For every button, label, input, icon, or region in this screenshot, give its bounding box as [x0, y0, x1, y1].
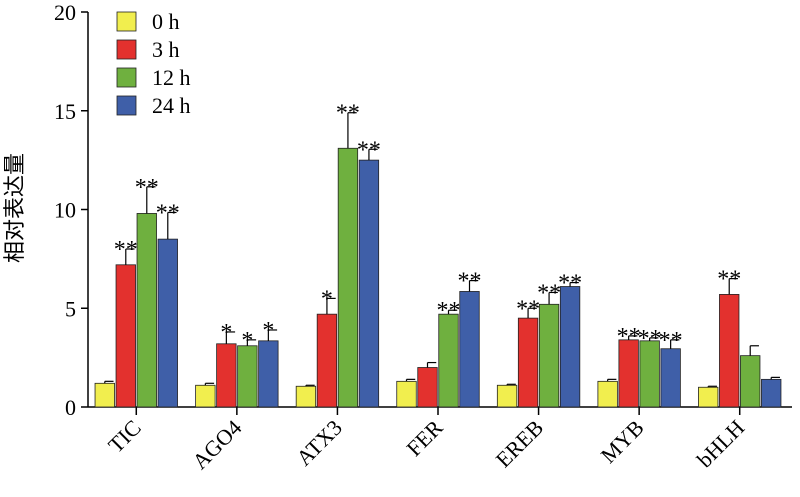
- bar: [136, 213, 157, 408]
- bar: [237, 345, 258, 408]
- legend-swatch: [116, 39, 137, 60]
- x-tick-label: FER: [401, 415, 447, 461]
- significance-label: **: [516, 296, 540, 322]
- legend-label: 24 h: [152, 93, 191, 118]
- bar: [358, 159, 380, 408]
- y-tick-label: 15: [54, 99, 76, 124]
- bar: [496, 384, 518, 408]
- bar: [517, 317, 539, 408]
- significance-label: *: [262, 318, 274, 344]
- y-tick-label: 0: [65, 395, 76, 420]
- x-tick-label: AGO4: [187, 415, 246, 474]
- bar: [94, 382, 115, 408]
- bar: [597, 380, 618, 408]
- legend-swatch: [116, 95, 137, 116]
- x-tick-label: ATX3: [291, 415, 347, 471]
- significance-label: **: [458, 269, 482, 295]
- bar: [761, 378, 782, 408]
- significance-label: **: [617, 324, 641, 350]
- legend: 0 h 3 h 12 h 24 h: [116, 9, 191, 118]
- bar: [417, 367, 438, 408]
- significance-label: **: [357, 137, 381, 163]
- legend-label: 0 h: [152, 9, 180, 34]
- bar: [316, 313, 338, 408]
- bar: [740, 355, 761, 408]
- bar: [660, 348, 681, 408]
- bar: [195, 384, 216, 408]
- significance-label: **: [437, 298, 461, 324]
- significance-label: *: [220, 320, 232, 346]
- y-tick-label: 20: [54, 0, 76, 25]
- x-tick-label: MYB: [596, 415, 649, 468]
- bar: [115, 264, 136, 408]
- bar: [719, 294, 740, 408]
- significance-label: **: [558, 271, 582, 297]
- bar: [258, 340, 279, 408]
- bar: [618, 339, 639, 408]
- legend-label: 12 h: [152, 65, 191, 90]
- significance-label: **: [717, 267, 741, 293]
- bar: [216, 343, 237, 408]
- legend-swatch: [116, 67, 137, 88]
- bars: ******* * ************************: [94, 101, 782, 408]
- bar: [157, 238, 178, 408]
- significance-label: **: [135, 175, 159, 201]
- bar: [337, 147, 359, 408]
- bar: [438, 313, 459, 408]
- significance-label: **: [537, 280, 561, 306]
- bar: [698, 386, 719, 408]
- bar: [459, 291, 480, 408]
- significance-label: *: [241, 328, 253, 354]
- y-tick-label: 5: [65, 296, 76, 321]
- significance-label: **: [638, 326, 662, 352]
- legend-swatch: [116, 11, 137, 32]
- significance-label: **: [156, 200, 180, 226]
- significance-label: **: [114, 237, 138, 263]
- bar: [559, 286, 581, 408]
- y-axis-label: 相对表达量: [3, 153, 28, 263]
- y-tick-label: 10: [54, 198, 76, 223]
- bar: [295, 385, 317, 408]
- x-tick-label: bHLH: [692, 415, 750, 473]
- legend-label: 3 h: [152, 37, 180, 62]
- significance-label: *: [321, 286, 333, 312]
- x-tick-label: TIC: [103, 415, 146, 458]
- bar: [396, 380, 417, 408]
- significance-label: **: [336, 101, 360, 127]
- bar: [538, 303, 560, 408]
- x-tick-label: EREB: [491, 415, 548, 472]
- significance-label: **: [659, 328, 683, 354]
